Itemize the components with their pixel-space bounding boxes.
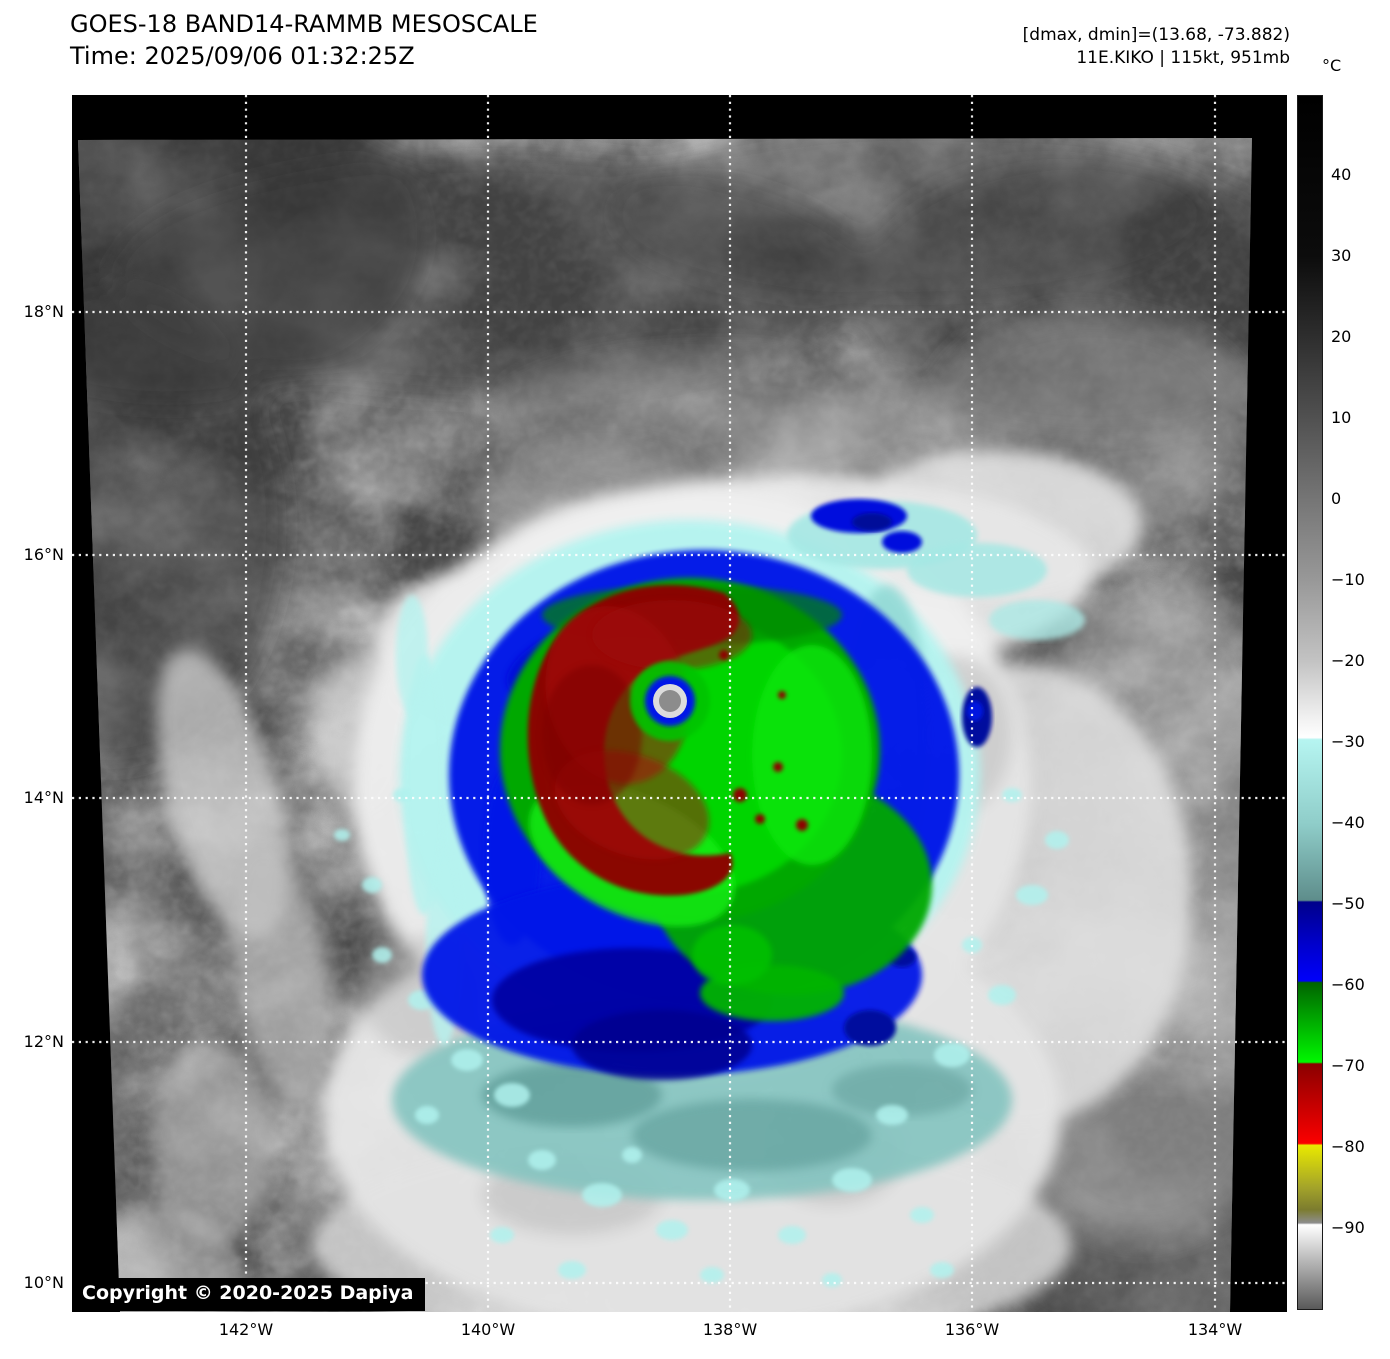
red-crescent: [527, 584, 808, 896]
lon-label-142W: 142°W: [218, 1320, 274, 1339]
colorbar-tick: −10: [1331, 570, 1365, 589]
dmax-dmin-readout: [dmax, dmin]=(13.68, -73.882): [1022, 25, 1290, 45]
satellite-swath: [78, 138, 1252, 1312]
cyan-speckles: [334, 788, 1069, 1287]
hurricane-eye: [630, 661, 710, 741]
colorbar-tick: 40: [1331, 165, 1352, 184]
colorbar-tick: 30: [1331, 246, 1352, 265]
colorbar-tick: −60: [1331, 975, 1365, 994]
red-speckles: [719, 650, 808, 831]
colorbar-tick: −50: [1331, 894, 1365, 913]
colorbar-tick: −30: [1331, 732, 1365, 751]
temperature-colorbar: [1297, 95, 1323, 1310]
colorbar-tick: −70: [1331, 1056, 1365, 1075]
colorbar-tick: −80: [1331, 1137, 1365, 1156]
colorbar-tick: 10: [1331, 408, 1352, 427]
lat-label-14N: 14°N: [23, 788, 64, 807]
lon-label-140W: 140°W: [460, 1320, 516, 1339]
satellite-image: [72, 95, 1287, 1312]
colorbar-unit-label: °C: [1322, 56, 1342, 75]
map-plot-area: Copyright © 2020-2025 Dapiya: [72, 95, 1287, 1312]
gridlines: [72, 95, 1287, 1312]
colorbar-tick: 20: [1331, 327, 1352, 346]
copyright-badge: Copyright © 2020-2025 Dapiya: [72, 1278, 426, 1311]
header-right: [dmax, dmin]=(13.68, -73.882) 11E.KIKO |…: [1023, 24, 1290, 70]
lon-label-138W: 138°W: [702, 1320, 758, 1339]
lon-label-134W: 134°W: [1187, 1320, 1243, 1339]
colorbar-tick: −90: [1331, 1218, 1365, 1237]
lat-label-16N: 16°N: [23, 545, 64, 564]
lat-label-12N: 12°N: [23, 1032, 64, 1051]
colorbar-tick: −20: [1331, 651, 1365, 670]
colorbar-tick: −40: [1331, 813, 1365, 832]
timestamp: Time: 2025/09/06 01:32:25Z: [70, 42, 415, 70]
lat-label-10N: 10°N: [23, 1273, 64, 1292]
lat-label-18N: 18°N: [23, 302, 64, 321]
colorbar-tick: 0: [1331, 489, 1342, 508]
storm-intensity-readout: 11E.KIKO | 115kt, 951mb: [1076, 48, 1290, 68]
page-title: GOES-18 BAND14-RAMMB MESOSCALE: [70, 10, 538, 38]
lon-label-136W: 136°W: [944, 1320, 1000, 1339]
